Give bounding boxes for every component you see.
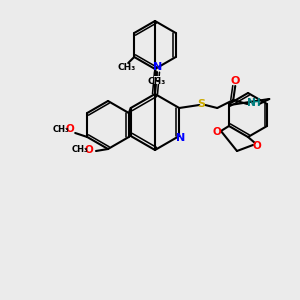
Text: O: O	[85, 145, 93, 155]
Text: O: O	[66, 124, 75, 134]
Text: H: H	[252, 98, 261, 108]
Text: N: N	[176, 133, 185, 143]
Text: S: S	[197, 99, 205, 109]
Text: CH₃: CH₃	[117, 62, 135, 71]
Text: N: N	[153, 62, 163, 72]
Text: N: N	[247, 98, 256, 108]
Text: O: O	[231, 76, 240, 86]
Text: CH₃: CH₃	[72, 146, 88, 154]
Text: C: C	[154, 77, 160, 83]
Text: CH₃: CH₃	[53, 124, 70, 134]
Text: O: O	[253, 141, 261, 151]
Text: CH₃: CH₃	[148, 76, 166, 85]
Text: O: O	[213, 127, 221, 137]
